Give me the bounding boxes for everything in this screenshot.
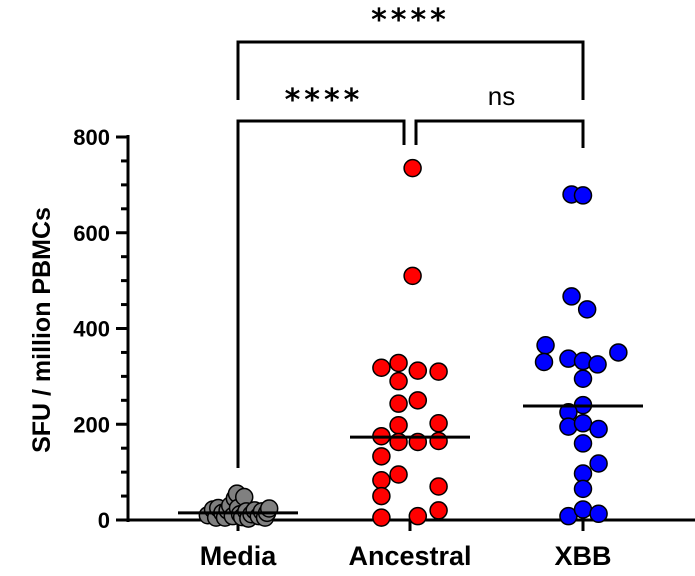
data-point [573,434,593,453]
bracket-media-xbb [236,40,585,100]
data-point [403,266,422,286]
y-axis-title: SFU / million PBMCs [28,207,56,453]
bracket-ancestral-xbb [414,119,585,148]
data-point [429,431,448,451]
y-tick-label: 0 [98,508,110,533]
data-point [372,471,391,490]
data-point [372,447,391,466]
data-point [573,186,593,205]
data-point [589,504,608,524]
data-point [573,369,593,389]
data-point [408,506,428,526]
x-tick-label: XBB [554,541,611,571]
data-point [403,158,422,178]
data-point [573,464,593,483]
y-tick-label: 200 [73,412,110,437]
y-axis: 0 200 400 600 800 [73,125,130,533]
significance-label: ns [488,81,515,111]
significance-label: **** [285,83,364,118]
data-point [589,454,608,473]
data-point [573,414,593,433]
data-point [372,508,391,527]
data-point [429,362,448,381]
data-point [429,501,448,520]
data-point [589,419,608,439]
data-point [429,414,448,433]
data-point [609,343,628,362]
data-point [389,353,408,373]
data-point [259,499,279,518]
data-point [389,394,408,413]
x-tick-label: Media [200,541,278,571]
data-point [588,355,607,374]
median-lines [178,404,643,515]
data-point [562,287,581,306]
y-tick-label: 400 [73,317,110,342]
significance-brackets: **** **** ns [236,3,585,468]
data-point [577,300,597,319]
x-axis: Media Ancestral XBB [126,518,695,571]
y-tick-label: 800 [73,125,110,150]
data-point [536,336,555,355]
bracket-media-ancestral [236,119,406,468]
data-point [573,500,593,519]
data-point [408,391,428,410]
data-point [372,358,391,378]
data-point [573,479,593,499]
data-point [389,465,408,484]
data-point [429,477,448,496]
y-tick-label: 600 [73,221,110,246]
data-points [198,158,628,528]
data-point [389,415,408,435]
data-point [408,361,428,380]
x-tick-label: Ancestral [348,541,471,571]
significance-label: **** [371,3,450,38]
data-point [372,486,391,506]
data-point [534,352,554,372]
data-point [389,371,408,391]
